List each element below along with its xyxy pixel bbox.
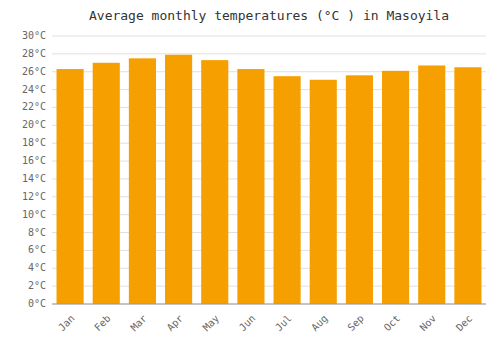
bar — [346, 75, 373, 304]
x-tick-label: Aug — [309, 313, 330, 334]
x-tick-label: May — [201, 313, 222, 334]
bars — [57, 55, 482, 304]
x-tick-label: Dec — [454, 313, 475, 334]
x-axis: Jan Feb Mar Apr May Jun Jul Aug Sep Oct Nov Dec — [56, 313, 474, 334]
y-tick-label: 22°C — [22, 101, 46, 112]
y-tick-label: 20°C — [22, 119, 46, 130]
y-tick-label: 8°C — [28, 227, 46, 238]
bar — [274, 76, 301, 304]
y-tick-label: 30°C — [22, 30, 46, 41]
bar — [201, 60, 228, 304]
y-tick-label: 14°C — [22, 173, 46, 184]
y-tick-label: 12°C — [22, 191, 46, 202]
x-tick-label: Jan — [56, 313, 77, 334]
y-tick-label: 6°C — [28, 244, 46, 255]
bar — [454, 67, 481, 304]
y-tick-label: 18°C — [22, 137, 46, 148]
y-tick-label: 28°C — [22, 48, 46, 59]
x-tick-label: Jul — [273, 313, 294, 334]
y-tick-label: 26°C — [22, 66, 46, 77]
y-tick-label: 4°C — [28, 262, 46, 273]
bar — [382, 71, 409, 304]
y-tick-label: 24°C — [22, 84, 46, 95]
grid-line — [52, 304, 486, 305]
grid-line — [52, 36, 486, 37]
x-tick-label: Oct — [382, 313, 403, 334]
bar — [310, 80, 337, 304]
y-tick-label: 10°C — [22, 209, 46, 220]
x-tick-label: Feb — [92, 313, 113, 334]
grid — [52, 36, 486, 304]
bar — [418, 65, 445, 304]
x-tick-label: Sep — [345, 313, 366, 334]
bar — [57, 69, 84, 304]
bar — [165, 55, 192, 304]
y-tick-label: 2°C — [28, 280, 46, 291]
page: {"chart_data": {"type": "bar", "title": … — [0, 0, 500, 350]
bar — [237, 69, 264, 304]
bar — [93, 63, 120, 304]
x-tick-label: Mar — [128, 313, 149, 334]
grid-line — [52, 53, 486, 54]
x-tick-label: Apr — [165, 313, 186, 334]
chart: Average monthly temperatures (°C ) in Ma… — [0, 0, 500, 350]
title: Average monthly temperatures (°C ) in Ma… — [89, 8, 449, 23]
y-tick-label: 16°C — [22, 155, 46, 166]
x-tick-label: Jun — [237, 313, 258, 334]
x-axis-line — [52, 304, 486, 305]
bar — [129, 58, 156, 304]
x-tick-label: Nov — [418, 313, 439, 334]
chart-container: Average monthly temperatures (°C ) in Ma… — [0, 0, 500, 350]
y-axis: 0°C 2°C 4°C 6°C 8°C 10°C 12°C 14°C 16°C 18°C 20°C 2… — [22, 30, 46, 309]
y-tick-label: 0°C — [28, 298, 46, 309]
